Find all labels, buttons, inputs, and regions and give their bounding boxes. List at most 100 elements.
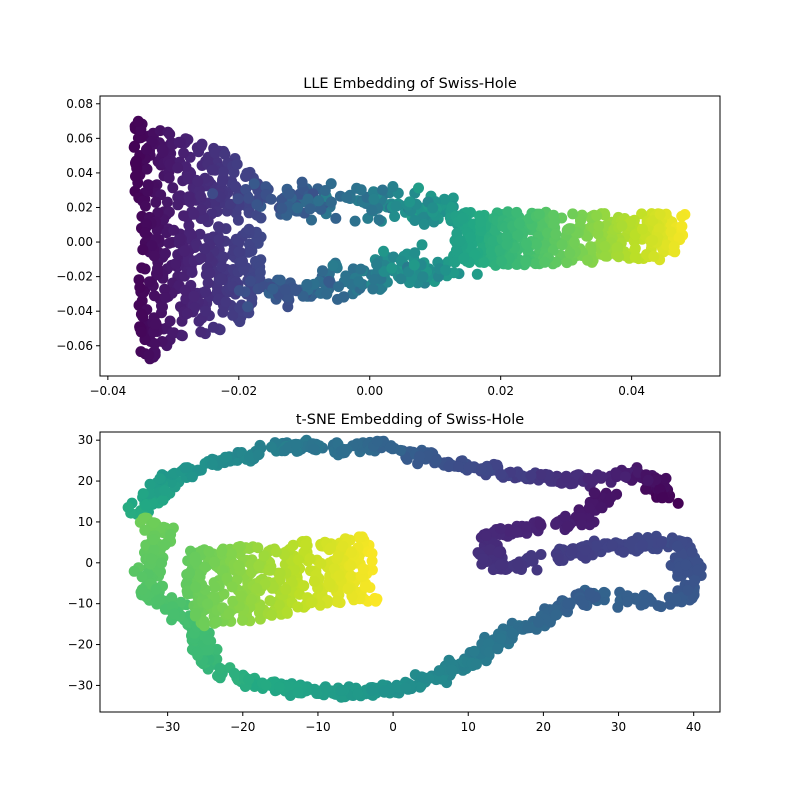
scatter-point [582, 472, 594, 484]
scatter-point [485, 246, 497, 258]
scatter-point [653, 223, 665, 235]
x-tick-label: 20 [536, 720, 551, 734]
scatter-point [302, 193, 314, 205]
scatter-point [611, 242, 623, 254]
scatter-point [692, 564, 703, 576]
y-tick-label: 0.06 [66, 131, 93, 145]
scatter-point [297, 290, 309, 302]
scatter-point [511, 526, 523, 538]
scatter-point [148, 290, 160, 302]
scatter-point [287, 539, 299, 551]
x-tick-label: −0.04 [89, 384, 126, 398]
scatter-point [511, 206, 523, 218]
scatter-point [219, 451, 231, 463]
scatter-point [163, 237, 175, 249]
scatter-point [400, 682, 412, 694]
scatter-point [427, 202, 439, 214]
scatter-point [148, 534, 160, 546]
scatter-point [164, 315, 176, 327]
scatter-point [355, 184, 367, 196]
scatter-point [548, 209, 559, 221]
scatter-point [387, 181, 399, 192]
scatter-point [135, 326, 147, 338]
scatter-point [280, 583, 292, 595]
scatter-point [507, 628, 519, 640]
scatter-point [657, 492, 669, 504]
scatter-point [209, 581, 221, 593]
scatter-point [221, 572, 233, 584]
scatter-point [255, 212, 267, 224]
y-tick-label: 20 [78, 474, 93, 488]
y-tick-label: 10 [78, 515, 93, 529]
scatter-point [190, 608, 201, 619]
scatter-point [173, 136, 185, 148]
scatter-point [576, 519, 588, 531]
x-tick-label: 0.00 [356, 384, 383, 398]
scatter-point [345, 560, 357, 572]
scatter-point [668, 241, 680, 252]
scatter-point [567, 208, 579, 220]
scatter-point [245, 594, 257, 606]
scatter-point [244, 451, 256, 463]
scatter-point [456, 212, 468, 224]
scatter-point [417, 271, 429, 283]
scatter-point [371, 435, 383, 447]
scatter-point [478, 257, 490, 268]
scatter-point [159, 539, 171, 551]
scatter-point [304, 553, 316, 565]
scatter-point [327, 260, 339, 271]
scatter-point [145, 553, 157, 565]
scatter-point [228, 167, 240, 179]
y-tick-label: −0.06 [56, 339, 93, 353]
scatter-point [409, 247, 421, 259]
scatter-point [531, 239, 542, 250]
scatter-point [237, 255, 248, 267]
scatter-point [593, 220, 605, 232]
lle-y-axis: −0.06 −0.04 −0.02 0.00 0.02 0.04 0.06 0.08 [56, 97, 100, 353]
scatter-point [349, 215, 361, 227]
scatter-point [246, 292, 258, 304]
scatter-point [642, 474, 654, 486]
scatter-point [274, 274, 286, 286]
scatter-point [259, 578, 271, 590]
scatter-point [231, 158, 243, 170]
scatter-point [480, 530, 492, 542]
scatter-point [258, 550, 270, 562]
scatter-point [202, 634, 214, 646]
scatter-point [293, 554, 304, 566]
scatter-point [665, 226, 677, 238]
scatter-point [265, 441, 277, 453]
scatter-point [477, 553, 489, 565]
y-tick-label: 0.00 [66, 235, 93, 249]
scatter-point [206, 164, 218, 176]
x-tick-label: −0.02 [220, 384, 257, 398]
scatter-point [533, 208, 545, 220]
scatter-point [471, 268, 483, 280]
scatter-point [539, 240, 550, 251]
y-tick-label: −20 [68, 638, 93, 652]
scatter-point [130, 170, 141, 182]
scatter-point [199, 243, 211, 255]
scatter-point [512, 229, 524, 241]
scatter-point [189, 555, 201, 567]
scatter-point [414, 681, 426, 693]
scatter-point [672, 497, 684, 509]
scatter-point [522, 622, 534, 634]
scatter-point [135, 132, 147, 144]
scatter-point [137, 244, 149, 256]
scatter-point [582, 254, 593, 266]
scatter-point [281, 606, 293, 618]
scatter-point [148, 517, 160, 529]
scatter-point [619, 471, 631, 483]
scatter-point [581, 230, 592, 242]
scatter-point [300, 539, 312, 551]
scatter-point [325, 542, 336, 554]
scatter-point [564, 247, 576, 259]
scatter-point [595, 502, 607, 513]
scatter-point [368, 193, 380, 205]
scatter-point [232, 193, 244, 205]
scatter-point [159, 485, 171, 496]
scatter-point [188, 290, 200, 302]
scatter-point [430, 455, 442, 466]
scatter-point [298, 580, 310, 592]
